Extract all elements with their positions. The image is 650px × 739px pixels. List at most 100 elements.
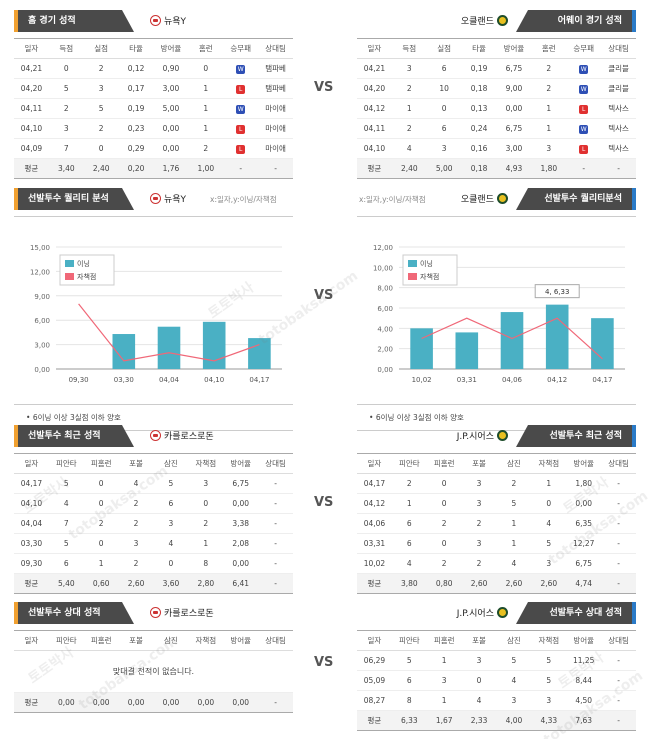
table-cell: 0 xyxy=(153,553,189,574)
table-row: 04,10 4 3 0,16 3,00 3 L 텍사스 xyxy=(357,138,636,159)
table-cell: 3 xyxy=(461,533,497,554)
table-cell: L xyxy=(223,78,259,99)
table-cell: 2,08 xyxy=(223,533,259,554)
table-cell: - xyxy=(601,473,636,494)
table-cell: 0,00 xyxy=(118,692,154,713)
table-cell: W xyxy=(566,118,602,139)
table-cell: 04,12 xyxy=(357,493,392,514)
table-cell: 텍사스 xyxy=(601,98,636,119)
y-tick-label: 9,00 xyxy=(34,293,50,301)
y-tick-label: 12,00 xyxy=(30,268,50,276)
table-cell: - xyxy=(601,710,636,731)
table-cell: 5 xyxy=(48,473,84,494)
column-header: 자책점 xyxy=(531,453,567,474)
win-result-icon: W xyxy=(579,84,589,94)
table-cell: 0,23 xyxy=(118,118,154,139)
table-cell: 3 xyxy=(48,118,84,139)
table-cell: 3 xyxy=(118,533,154,554)
column-header: 상대팀 xyxy=(601,453,636,474)
table-cell: 10,02 xyxy=(357,553,392,574)
table-cell: 평균 xyxy=(14,573,49,594)
x-tick-label: 04,17 xyxy=(592,376,612,384)
x-tick-label: 03,30 xyxy=(114,376,134,384)
table-cell: 1,67 xyxy=(426,710,462,731)
table-cell: 5,00 xyxy=(426,158,462,179)
empty-message: 맞대결 전적이 없습니다. xyxy=(14,650,293,693)
table-cell: 2 xyxy=(496,473,532,494)
table-cell: 3,80 xyxy=(391,573,427,594)
table-cell: 2 xyxy=(391,78,427,99)
table-cell: 2,60 xyxy=(496,573,532,594)
table-cell: 0 xyxy=(531,493,567,514)
table-cell: 04,20 xyxy=(14,78,49,99)
x-tick-label: 04,17 xyxy=(249,376,269,384)
pitcher-recent-table: 일자 피안타 피홈런 포볼 삼진 자책점 방어율 상대팀 04,17 5 0 4 5 3 6,75-04,1… xyxy=(14,453,293,594)
bar xyxy=(545,304,569,369)
table-cell: 04,11 xyxy=(14,98,49,119)
table-cell: - xyxy=(601,493,636,514)
table-cell: 04,10 xyxy=(14,493,49,514)
table-cell: L xyxy=(566,138,602,159)
y-tick-label: 6,00 xyxy=(377,305,393,313)
table-cell: 0,18 xyxy=(461,78,497,99)
table-cell: 0,13 xyxy=(461,98,497,119)
table-cell: L xyxy=(223,138,259,159)
table-row: 04,17 2 0 3 2 1 1,80- xyxy=(357,473,636,494)
table-cell: 2 xyxy=(391,118,427,139)
table-row: 04,21 0 2 0,12 0,90 0 W 탬파베 xyxy=(14,58,293,79)
table-cell: 0,00 xyxy=(496,98,532,119)
table-cell: 8,44 xyxy=(566,670,602,691)
yankees-logo-icon xyxy=(150,193,161,204)
table-cell: 08,27 xyxy=(357,690,392,711)
table-cell: 0,00 xyxy=(223,692,259,713)
table-cell: 6,41 xyxy=(223,573,259,594)
column-header: 방어율 xyxy=(223,630,259,651)
table-cell: 04,20 xyxy=(357,78,392,99)
left-pitcher-quality-panel: 선발투수 퀄리티 분석 뉴욕Y x:일자,y:이닝/자책점 0,00 3,00 6,… xyxy=(14,188,293,431)
quality-chart: 0,00 3,00 6,00 9,00 12,00 15,00 09,30 03,30 04,0… xyxy=(14,216,293,405)
table-cell: 0,00 xyxy=(566,493,602,514)
table-cell: 6 xyxy=(153,493,189,514)
athletics-logo-icon xyxy=(497,607,508,618)
x-tick-label: 10,02 xyxy=(412,376,432,384)
table-cell: 6 xyxy=(426,118,462,139)
y-tick-label: 2,00 xyxy=(377,346,393,354)
column-header: 삼진 xyxy=(496,453,532,474)
section-badge: 선발투수 상대 성적 xyxy=(516,602,636,624)
column-header: 삼진 xyxy=(496,630,532,651)
column-header: 자책점 xyxy=(188,453,224,474)
column-header: 홈런 xyxy=(188,38,224,59)
table-cell: 0,00 xyxy=(188,692,224,713)
column-header: 상대팀 xyxy=(258,453,293,474)
team-label: 오클랜드 xyxy=(461,14,508,27)
column-header: 방어율 xyxy=(153,38,189,59)
table-row: 09,30 6 1 2 0 8 0,00- xyxy=(14,553,293,574)
column-header: 일자 xyxy=(357,453,392,474)
table-cell: 0,20 xyxy=(118,158,154,179)
table-cell: 6 xyxy=(391,533,427,554)
table-cell: 0,18 xyxy=(461,158,497,179)
legend-label: 이닝 xyxy=(77,259,90,268)
table-cell: 3 xyxy=(188,473,224,494)
table-cell: 3 xyxy=(391,58,427,79)
table-cell: 04,21 xyxy=(14,58,49,79)
loss-result-icon: L xyxy=(236,84,246,94)
column-header: 삼진 xyxy=(153,453,189,474)
table-cell: 5 xyxy=(153,473,189,494)
table-cell: 5,00 xyxy=(153,98,189,119)
table-cell: 평균 xyxy=(14,692,49,713)
table-cell: 10 xyxy=(426,78,462,99)
table-cell: 평균 xyxy=(14,158,49,179)
table-cell: - xyxy=(258,493,293,514)
table-cell: 3 xyxy=(531,138,567,159)
table-cell: - xyxy=(601,553,636,574)
table-cell: 12,27 xyxy=(566,533,602,554)
section-badge: 선발투수 퀄리티분석 xyxy=(516,188,636,210)
table-cell: 3 xyxy=(461,473,497,494)
column-header: 포볼 xyxy=(461,453,497,474)
table-cell: - xyxy=(258,473,293,494)
table-cell: 마이애 xyxy=(258,118,293,139)
table-cell: 0 xyxy=(188,493,224,514)
table-cell: 1 xyxy=(391,493,427,514)
table-cell: W xyxy=(223,98,259,119)
